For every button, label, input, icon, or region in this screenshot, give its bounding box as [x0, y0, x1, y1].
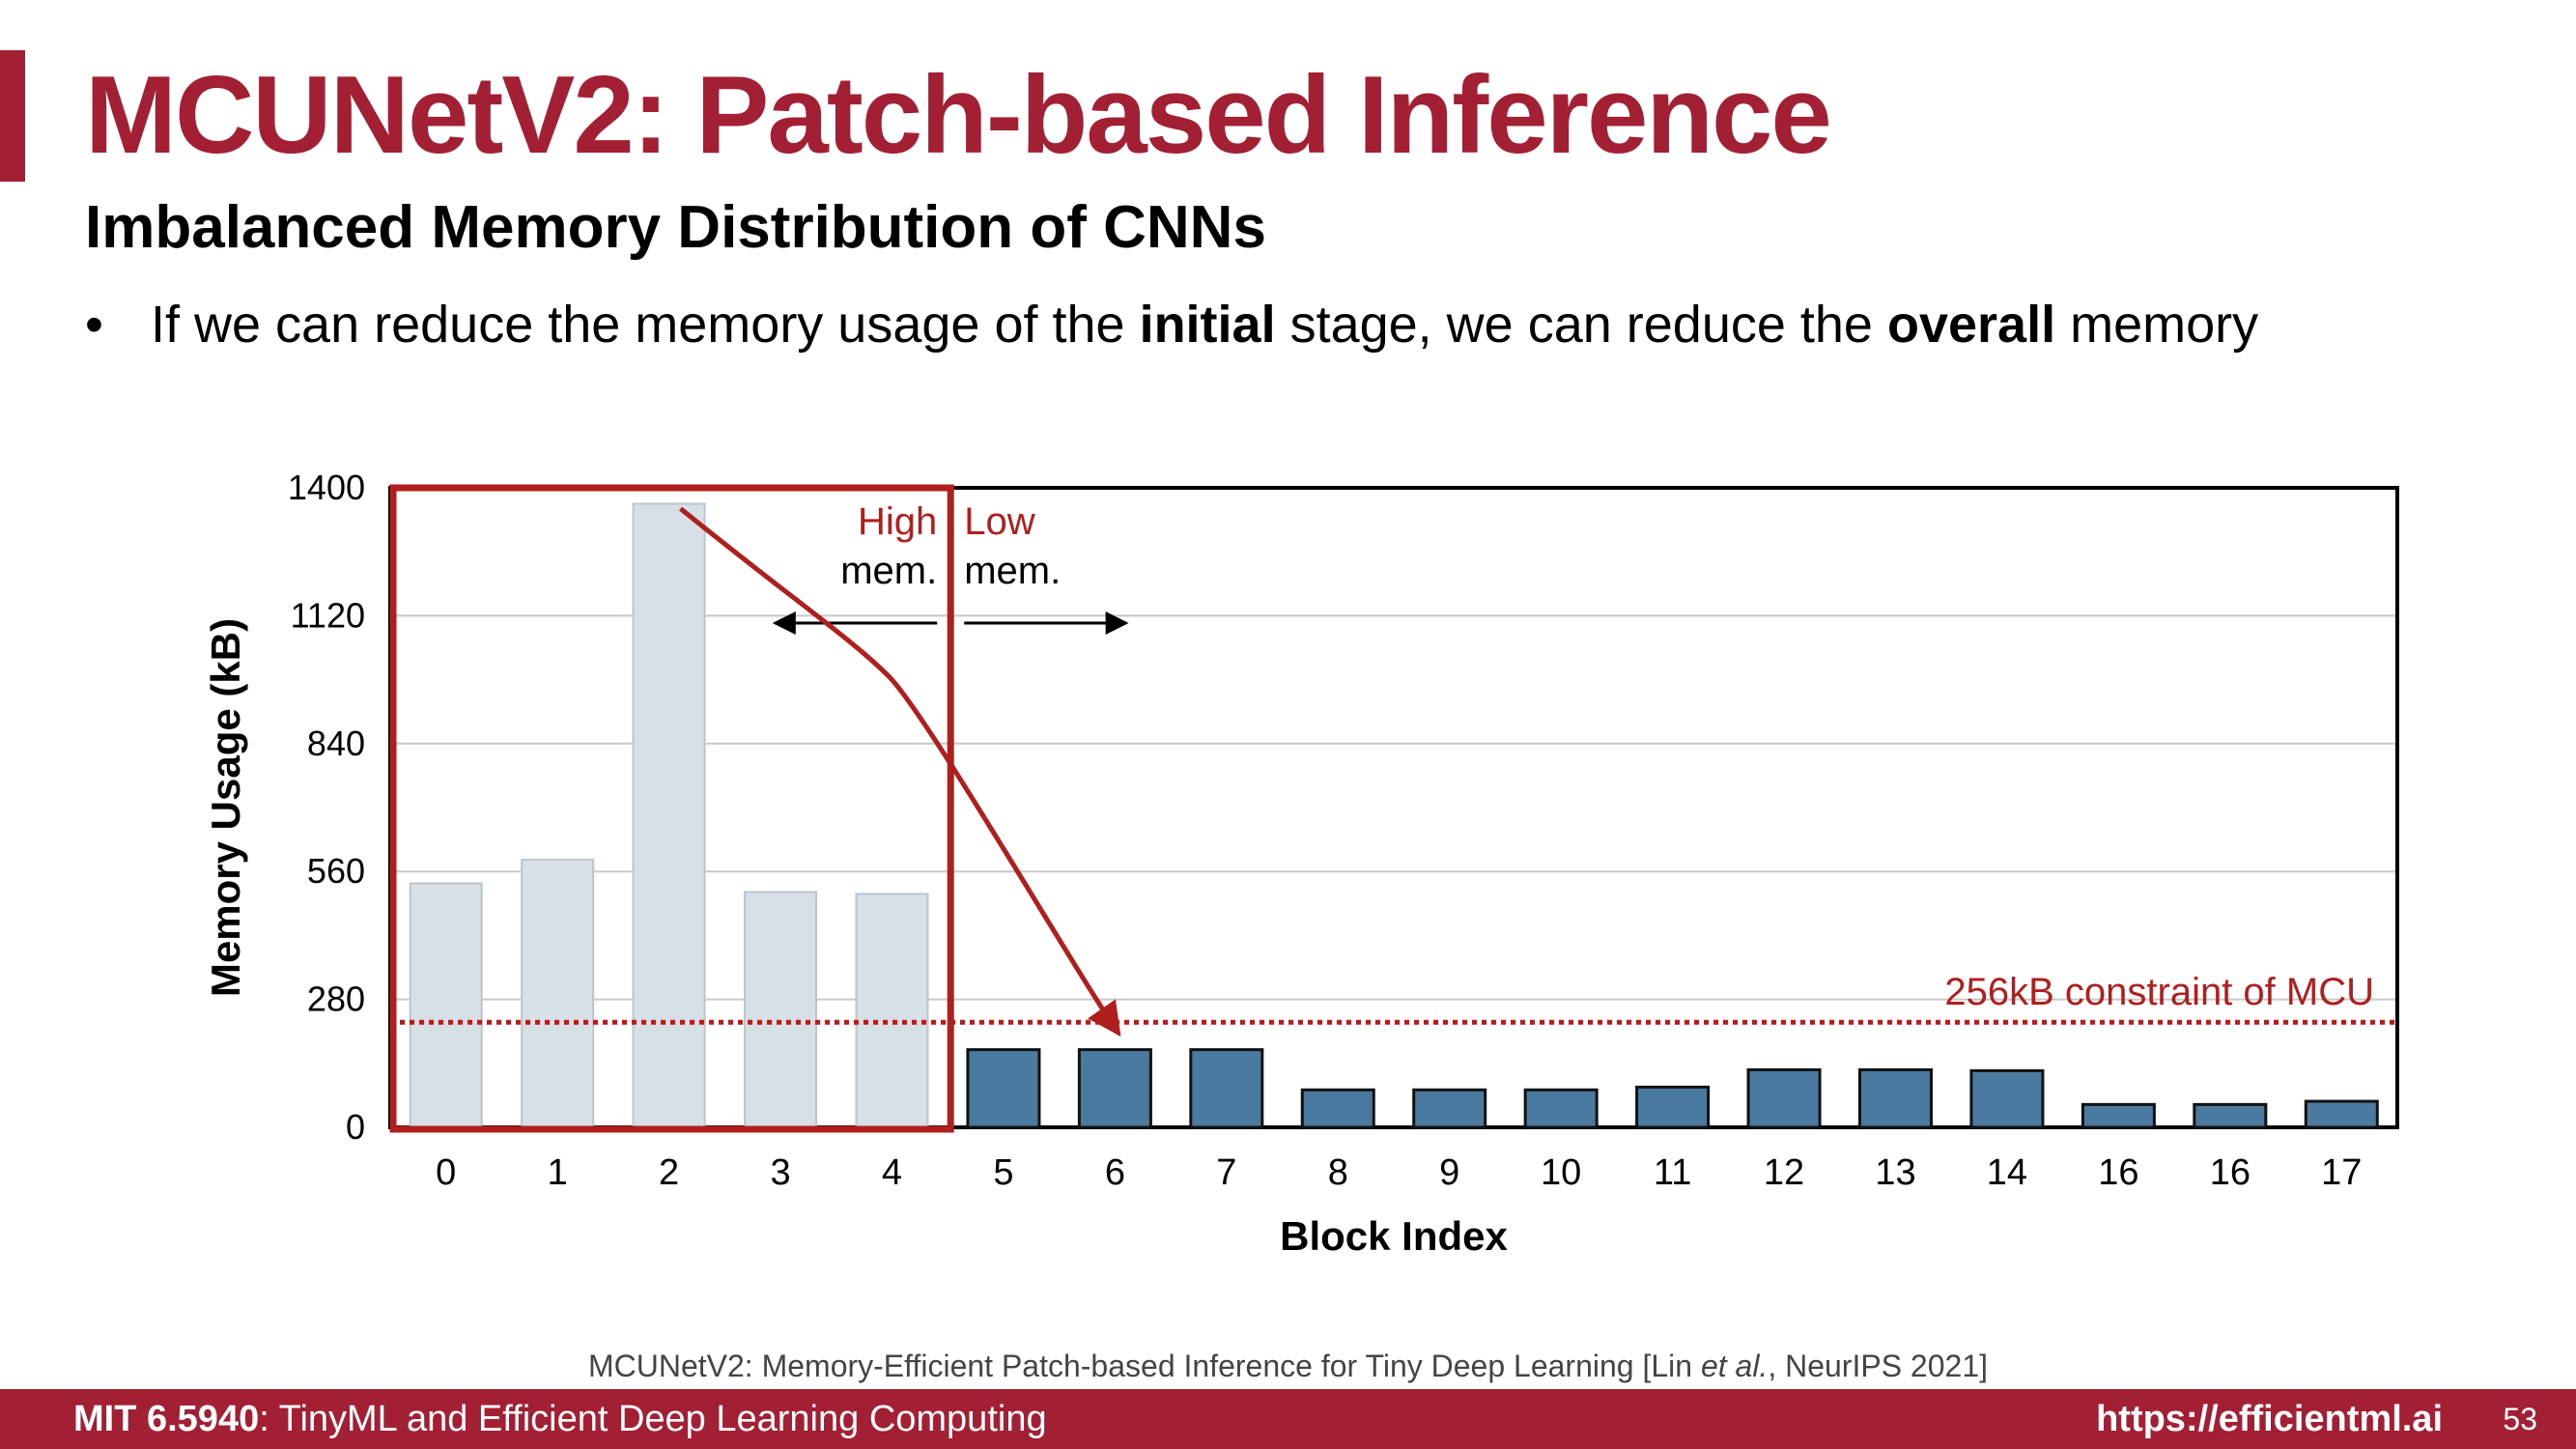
slide-subtitle: Imbalanced Memory Distribution of CNNs: [85, 194, 1266, 261]
bar-block-6: [1077, 1048, 1152, 1129]
x-tick-label: 0: [436, 1152, 456, 1193]
bar-block-11: [1635, 1085, 1711, 1129]
y-tick-label: 560: [307, 851, 365, 891]
bar-block-5: [966, 1048, 1041, 1129]
bar-block-0: [409, 882, 483, 1128]
citation-text-before: MCUNetV2: Memory-Efficient Patch-based I…: [587, 1349, 1701, 1383]
constraint-label: 256kB constraint of MCU: [1944, 971, 2374, 1013]
bar-block-12: [1746, 1067, 1822, 1129]
citation-italic: et al.: [1700, 1349, 1769, 1383]
title-accent-bar: [0, 50, 25, 182]
bar-block-3: [744, 891, 818, 1128]
x-tick-label: 16: [2210, 1152, 2250, 1193]
low-mem-label-line2: mem.: [964, 550, 1061, 592]
citation-text-after: , NeurIPS 2021]: [1768, 1349, 1988, 1383]
bullet-marker: •: [85, 296, 103, 354]
y-axis-label: Memory Usage (kB): [203, 618, 248, 997]
page-number: 53: [2503, 1402, 2537, 1436]
bullet-point: • If we can reduce the memory usage of th…: [85, 286, 2258, 363]
x-tick-label: 16: [2098, 1152, 2138, 1193]
y-tick-label: 1120: [291, 595, 365, 635]
bar-block-10: [1523, 1088, 1599, 1129]
x-tick-label: 11: [1654, 1152, 1691, 1193]
footer-course: MIT 6.5940: TinyML and Efficient Deep Le…: [73, 1389, 1047, 1449]
high-mem-label-line1: High: [858, 500, 937, 543]
x-tick-label: 5: [993, 1152, 1013, 1193]
x-tick-label: 12: [1764, 1152, 1804, 1193]
x-tick-label: 3: [770, 1152, 790, 1193]
bullet-bold-overall: overall: [1886, 296, 2056, 354]
footer-course-name: : TinyML and Efficient Deep Learning Com…: [259, 1399, 1047, 1439]
bullet-bold-initial: initial: [1139, 296, 1276, 354]
bar-block-13: [1858, 1067, 1933, 1129]
x-tick-label: 6: [1105, 1152, 1125, 1193]
bar-block-8: [1300, 1088, 1375, 1129]
y-tick-label: 0: [346, 1107, 365, 1147]
y-tick-label: 840: [307, 724, 365, 763]
bullet-text-2: stage, we can reduce the: [1275, 296, 1887, 354]
y-tick-label: 280: [307, 980, 365, 1019]
footer-url-link[interactable]: https://efficientml.ai: [2096, 1399, 2443, 1439]
x-tick-label: 1: [548, 1152, 568, 1193]
x-tick-label: 10: [1541, 1152, 1581, 1193]
x-tick-label: 17: [2321, 1152, 2362, 1193]
bullet-text-3: memory: [2055, 296, 2259, 354]
low-mem-label-line1: Low: [964, 500, 1034, 543]
citation: MCUNetV2: Memory-Efficient Patch-based I…: [0, 1345, 2576, 1387]
memory-reduction-arrow: [679, 506, 1121, 1037]
x-tick-label: 13: [1875, 1152, 1915, 1193]
x-axis-label: Block Index: [1280, 1213, 1508, 1259]
bullet-text-1: If we can reduce the memory usage of the: [151, 296, 1140, 354]
x-tick-label: 9: [1439, 1152, 1459, 1193]
bar-block-16: [2193, 1102, 2268, 1129]
bar-block-1: [521, 858, 595, 1128]
high-mem-label-line2: mem.: [840, 550, 937, 592]
x-tick-label: 2: [659, 1152, 679, 1193]
bar-block-9: [1412, 1088, 1487, 1129]
x-tick-label: 7: [1216, 1152, 1236, 1193]
y-tick-label: 1400: [288, 468, 365, 507]
bar-block-7: [1189, 1048, 1264, 1129]
slide-title: MCUNetV2: Patch-based Inference: [85, 54, 1832, 177]
x-tick-label: 4: [882, 1152, 902, 1193]
initial-stage-highlight-box: [389, 484, 954, 1133]
bar-block-17: [2304, 1099, 2379, 1129]
footer-bar: MIT 6.5940: TinyML and Efficient Deep Le…: [0, 1389, 2576, 1449]
x-tick-label: 14: [1987, 1152, 2027, 1193]
footer-course-code: MIT 6.5940: [73, 1399, 260, 1439]
bar-block-14: [1969, 1068, 2045, 1129]
x-tick-label: 8: [1328, 1152, 1348, 1193]
bar-block-16: [2081, 1102, 2156, 1129]
bar-block-2: [632, 502, 706, 1128]
bar-block-4: [855, 893, 929, 1128]
